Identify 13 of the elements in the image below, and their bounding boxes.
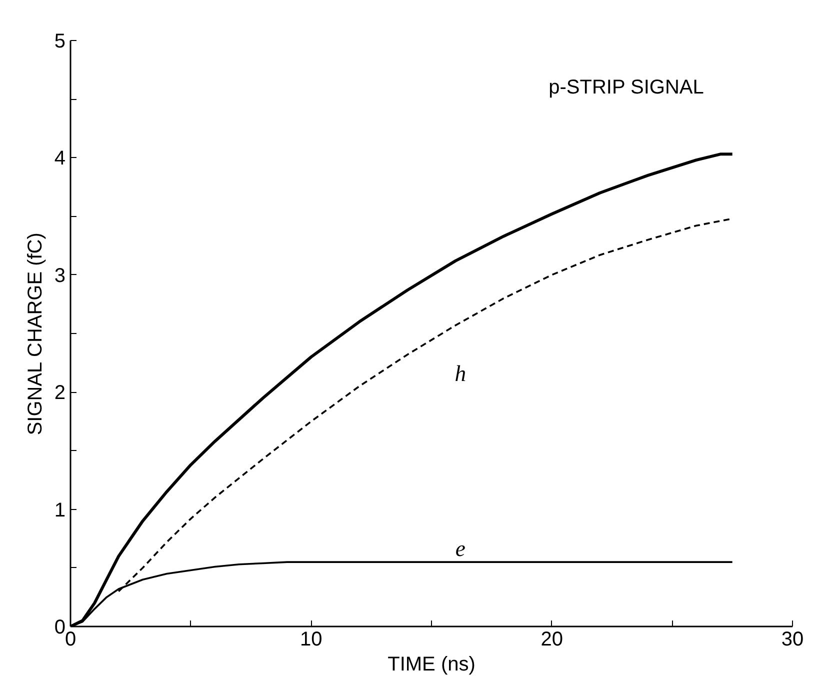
x-tick-label: 10 [300, 628, 322, 650]
annotation: h [454, 361, 466, 386]
y-tick-label: 2 [54, 382, 66, 404]
x-tick-label: 20 [540, 628, 563, 650]
annotation: p-STRIP SIGNAL [548, 76, 704, 98]
y-tick-label: 1 [54, 499, 66, 522]
y-axis-title: SIGNAL CHARGE (fC) [24, 232, 46, 436]
y-tick-label: 5 [54, 30, 66, 52]
annotation: e [455, 536, 466, 562]
y-tick-label: 3 [54, 264, 66, 287]
x-tick-label: 30 [781, 628, 804, 650]
y-tick-label: 4 [54, 148, 66, 170]
x-axis-title: TIME (ns) [388, 654, 476, 676]
